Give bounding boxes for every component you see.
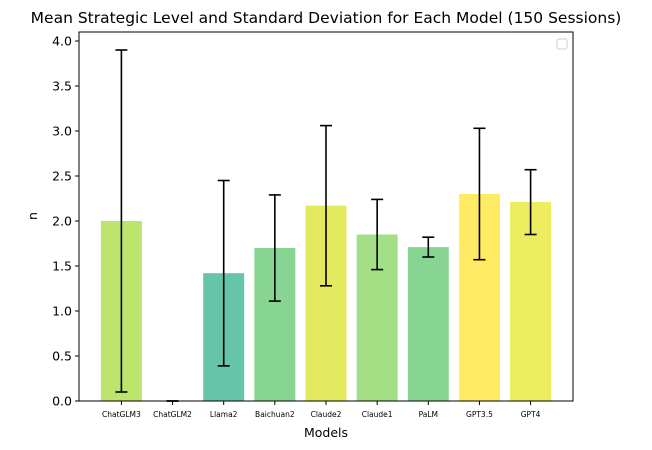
x-tick-label: Llama2 [210, 410, 238, 419]
y-tick-label: 2.0 [52, 214, 72, 229]
error-bar-llama2 [217, 179, 230, 367]
y-tick-label: 4.0 [52, 34, 72, 49]
x-tick-label: Claude1 [362, 410, 393, 419]
error-bar-baichuan2 [268, 194, 281, 302]
error-bars [115, 49, 537, 402]
y-tick-label: 1.5 [52, 259, 72, 274]
y-tick-label: 3.5 [52, 79, 72, 94]
x-tick-label: ChatGLM3 [102, 410, 141, 419]
x-axis-label: Models [304, 425, 348, 440]
x-tick-label: Claude2 [311, 410, 342, 419]
y-tick-label: 0.5 [52, 349, 72, 364]
bar-palm [407, 247, 449, 401]
x-axis: ChatGLM3 ChatGLM2 Llama2 Baichuan2 Claude2 Cl… [102, 401, 541, 419]
x-tick-label: ChatGLM2 [153, 410, 192, 419]
x-tick-label: GPT4 [521, 410, 541, 419]
y-tick-label: 1.0 [52, 304, 72, 319]
error-bar-claude2 [320, 124, 332, 287]
y-tick-label: 3.0 [52, 124, 72, 139]
error-bar-gpt3.5 [473, 127, 486, 261]
y-tick-label: 2.5 [52, 169, 72, 184]
x-tick-label: GPT3.5 [466, 410, 493, 419]
error-bar-chatglm3 [115, 49, 128, 393]
x-tick-label: Baichuan2 [255, 410, 295, 419]
y-tick-label: 0.0 [52, 394, 72, 409]
chart-title: Mean Strategic Level and Standard Deviat… [31, 9, 622, 27]
error-bar-gpt4 [524, 168, 537, 236]
y-axis-label: n [25, 212, 40, 220]
x-tick-label: PaLM [419, 410, 438, 419]
y-axis: 0.0 0.5 1.0 1.5 2.0 2.5 3.0 3.5 4.0 [52, 34, 79, 409]
legend-box [556, 38, 568, 50]
error-bar-palm [422, 236, 435, 258]
error-bar-claude1 [371, 198, 384, 271]
